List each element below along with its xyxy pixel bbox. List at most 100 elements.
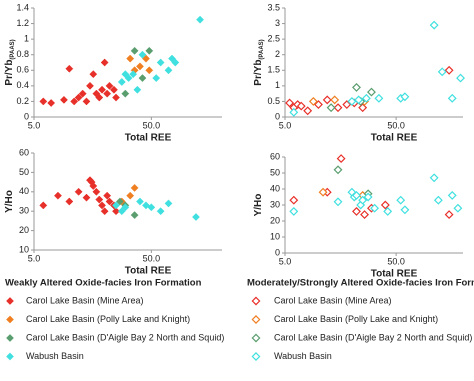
x-axis-label: Total REE bbox=[371, 133, 418, 144]
data-point bbox=[70, 97, 79, 106]
x-tick-label: 50.0 bbox=[143, 253, 161, 263]
y-tick-label: 2.5 bbox=[267, 34, 280, 44]
data-point bbox=[444, 65, 454, 75]
x-tick-label: 5.0 bbox=[28, 253, 41, 263]
data-point bbox=[152, 74, 161, 83]
data-point bbox=[289, 107, 299, 117]
data-point bbox=[130, 183, 139, 192]
data-point bbox=[285, 98, 295, 108]
data-point bbox=[358, 195, 368, 205]
data-point bbox=[296, 101, 306, 111]
data-point bbox=[429, 20, 439, 30]
data-point bbox=[100, 207, 109, 216]
data-point bbox=[65, 197, 74, 206]
data-point bbox=[100, 58, 109, 67]
data-point bbox=[105, 81, 114, 90]
y-axis-label: Pr/Yb(PAAS) bbox=[253, 39, 265, 85]
data-point bbox=[109, 85, 118, 94]
data-point bbox=[313, 100, 323, 109]
data-point bbox=[303, 106, 313, 116]
data-point bbox=[453, 203, 463, 213]
data-point bbox=[60, 95, 68, 104]
data-point bbox=[112, 201, 120, 210]
data-point bbox=[130, 46, 139, 55]
y-tick-label: 0.6 bbox=[16, 65, 29, 75]
x-tick-label: 50.0 bbox=[387, 256, 405, 266]
y-axis-label: Pr/Yb(PAAS) bbox=[4, 39, 16, 85]
legend-title: Weakly Altered Oxide-facies Iron Formati… bbox=[5, 278, 202, 289]
data-point bbox=[82, 97, 91, 106]
data-point bbox=[145, 66, 154, 75]
data-point bbox=[147, 203, 156, 212]
data-point bbox=[39, 97, 48, 106]
data-point bbox=[136, 62, 144, 71]
y-tick-label: 60 bbox=[19, 147, 29, 157]
data-point bbox=[74, 93, 83, 102]
data-point bbox=[168, 54, 176, 63]
y-tick-label: 1.2 bbox=[16, 18, 29, 28]
legend-marker bbox=[6, 315, 14, 324]
data-point bbox=[352, 206, 361, 216]
data-point bbox=[65, 64, 74, 73]
data-point bbox=[95, 195, 104, 204]
legend-marker bbox=[251, 333, 261, 343]
y-tick-label: 60 bbox=[270, 151, 280, 161]
data-point bbox=[136, 197, 144, 206]
data-point bbox=[89, 70, 98, 79]
data-point bbox=[117, 78, 126, 86]
y-tick-label: 0.4 bbox=[16, 80, 29, 90]
data-point bbox=[318, 187, 328, 197]
data-point bbox=[354, 95, 364, 105]
data-point bbox=[330, 95, 340, 105]
y-tick-label: 1 bbox=[24, 34, 29, 44]
data-point bbox=[444, 210, 454, 220]
data-point bbox=[115, 197, 124, 206]
data-point bbox=[322, 95, 332, 105]
y-tick-label: 0.5 bbox=[267, 96, 280, 106]
legend-label: Carol Lake Basin (D'Aigle Bay 2 North an… bbox=[274, 332, 472, 342]
y-tick-label: 1.5 bbox=[267, 65, 280, 75]
y-tick-label: 3 bbox=[275, 18, 280, 28]
x-tick-label: 5.0 bbox=[28, 120, 41, 130]
y-axis-label: Y/Ho bbox=[4, 190, 15, 213]
legend-marker bbox=[6, 352, 14, 361]
data-point bbox=[380, 200, 390, 210]
x-axis-label: Total REE bbox=[125, 266, 172, 277]
data-point bbox=[74, 187, 83, 196]
y-tick-label: 0.8 bbox=[16, 49, 29, 59]
data-point bbox=[130, 211, 139, 220]
legend-label: Carol Lake Basin (D'Aigle Bay 2 North an… bbox=[26, 332, 224, 342]
y-axis-label-sub: (PAAS) bbox=[259, 39, 265, 59]
data-point bbox=[121, 89, 130, 98]
data-point bbox=[98, 201, 106, 210]
y-tick-label: 50 bbox=[270, 167, 280, 177]
legend-label: Carol Lake Basin (Mine Area) bbox=[26, 295, 144, 305]
legend-label: Wabush Basin bbox=[274, 351, 332, 361]
x-tick-label: 50.0 bbox=[387, 120, 405, 130]
data-point bbox=[86, 81, 94, 90]
y-tick-label: 30 bbox=[19, 206, 29, 216]
y-tick-label: 1.4 bbox=[16, 2, 29, 12]
data-point bbox=[289, 206, 299, 216]
legend-marker bbox=[6, 297, 14, 305]
legend-marker bbox=[251, 352, 261, 361]
data-point bbox=[112, 207, 120, 216]
y-tick-label: 30 bbox=[270, 199, 280, 209]
data-point bbox=[361, 93, 371, 103]
data-point bbox=[112, 93, 120, 102]
data-point bbox=[358, 103, 368, 113]
y-tick-label: 1 bbox=[275, 80, 280, 90]
data-point bbox=[342, 100, 352, 109]
legend-title: Moderately/Strongly Altered Oxide-facies… bbox=[247, 278, 474, 289]
data-point bbox=[126, 191, 135, 200]
data-point bbox=[156, 58, 165, 67]
y-tick-label: 0 bbox=[275, 247, 280, 257]
legend-label: Carol Lake Basin (Polly Lake and Knight) bbox=[274, 314, 438, 324]
y-tick-label: 10 bbox=[19, 244, 29, 254]
y-tick-label: 10 bbox=[270, 231, 280, 241]
x-axis-label: Total REE bbox=[371, 269, 418, 280]
data-point bbox=[456, 73, 465, 83]
legend-label: Carol Lake Basin (Polly Lake and Knight) bbox=[26, 314, 190, 324]
data-point bbox=[326, 103, 336, 113]
data-point bbox=[333, 197, 343, 207]
